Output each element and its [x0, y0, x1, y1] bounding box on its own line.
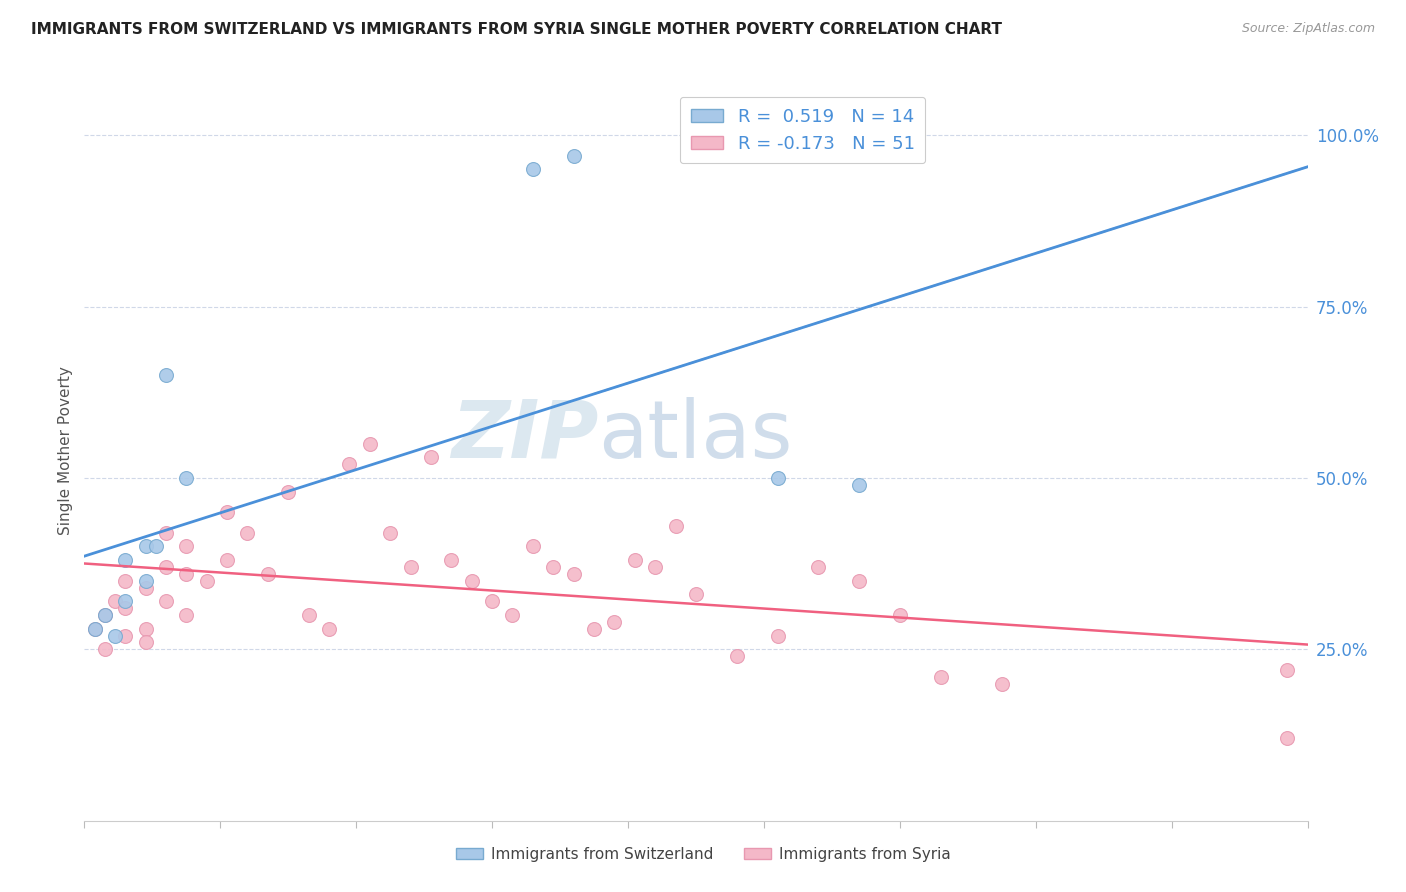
- Point: [766, 471, 789, 485]
- Point: [380, 525, 402, 540]
- Point: [93, 642, 117, 657]
- Legend: R =  0.519   N = 14, R = -0.173   N = 51: R = 0.519 N = 14, R = -0.173 N = 51: [681, 96, 925, 163]
- Point: [135, 581, 157, 595]
- Y-axis label: Single Mother Poverty: Single Mother Poverty: [58, 366, 73, 535]
- Point: [114, 628, 136, 642]
- Point: [114, 553, 136, 567]
- Point: [420, 450, 443, 465]
- Point: [807, 560, 830, 574]
- Point: [522, 162, 544, 177]
- Point: [848, 477, 870, 491]
- Point: [339, 457, 361, 471]
- Point: [644, 560, 666, 574]
- Point: [889, 607, 911, 622]
- Point: [114, 574, 136, 588]
- Point: [195, 574, 218, 588]
- Point: [176, 540, 198, 554]
- Point: [135, 540, 157, 554]
- Point: [318, 622, 340, 636]
- Point: [583, 622, 606, 636]
- Point: [991, 676, 1014, 690]
- Point: [725, 649, 748, 664]
- Point: [929, 670, 952, 684]
- Point: [685, 587, 707, 601]
- Point: [104, 628, 127, 642]
- Point: [176, 471, 198, 485]
- Point: [176, 566, 198, 581]
- Point: [83, 622, 105, 636]
- Point: [135, 574, 157, 588]
- Point: [155, 560, 177, 574]
- Point: [848, 574, 870, 588]
- Point: [1277, 663, 1299, 677]
- Point: [155, 594, 177, 608]
- Point: [461, 574, 484, 588]
- Point: [440, 553, 463, 567]
- Point: [155, 368, 177, 382]
- Point: [277, 484, 299, 499]
- Point: [1277, 731, 1299, 746]
- Text: Source: ZipAtlas.com: Source: ZipAtlas.com: [1241, 22, 1375, 36]
- Point: [502, 607, 524, 622]
- Point: [135, 622, 157, 636]
- Point: [135, 635, 157, 649]
- Point: [93, 607, 117, 622]
- Point: [298, 607, 321, 622]
- Point: [522, 540, 544, 554]
- Point: [562, 566, 585, 581]
- Point: [83, 622, 105, 636]
- Text: IMMIGRANTS FROM SWITZERLAND VS IMMIGRANTS FROM SYRIA SINGLE MOTHER POVERTY CORRE: IMMIGRANTS FROM SWITZERLAND VS IMMIGRANT…: [31, 22, 1002, 37]
- Point: [176, 607, 198, 622]
- Point: [359, 436, 381, 450]
- Point: [114, 601, 136, 615]
- Point: [665, 519, 688, 533]
- Point: [766, 628, 789, 642]
- Point: [93, 607, 117, 622]
- Point: [236, 525, 259, 540]
- Point: [145, 540, 167, 554]
- Point: [603, 615, 626, 629]
- Point: [624, 553, 647, 567]
- Point: [257, 566, 280, 581]
- Point: [217, 505, 239, 519]
- Text: atlas: atlas: [598, 397, 793, 475]
- Point: [562, 149, 585, 163]
- Text: ZIP: ZIP: [451, 397, 598, 475]
- Point: [543, 560, 565, 574]
- Point: [399, 560, 422, 574]
- Legend: Immigrants from Switzerland, Immigrants from Syria: Immigrants from Switzerland, Immigrants …: [450, 841, 956, 868]
- Point: [481, 594, 503, 608]
- Point: [217, 553, 239, 567]
- Point: [114, 594, 136, 608]
- Point: [104, 594, 127, 608]
- Point: [155, 525, 177, 540]
